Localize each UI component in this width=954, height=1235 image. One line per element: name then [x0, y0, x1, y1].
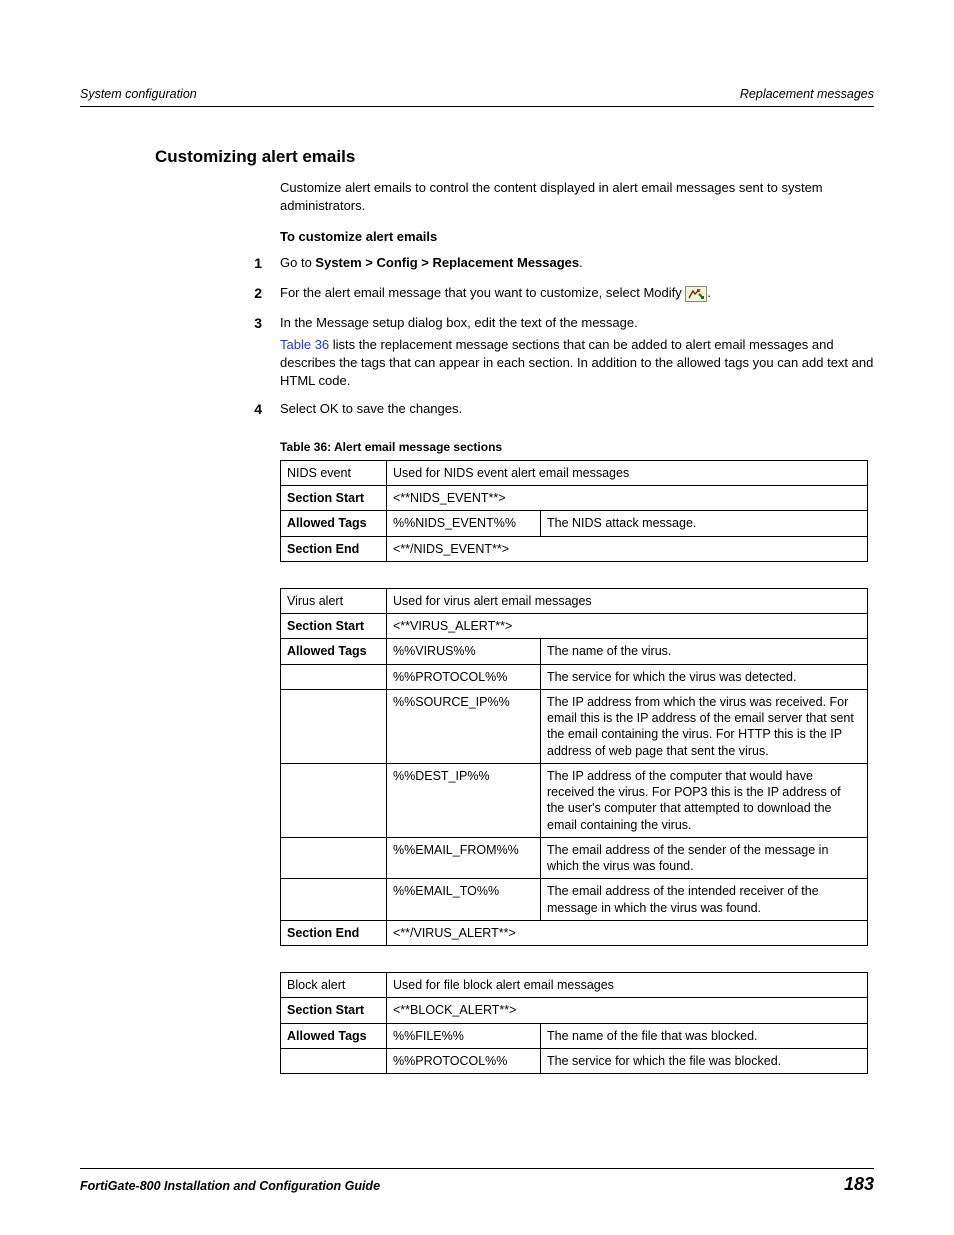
tag-name: %%NIDS_EVENT%%	[387, 511, 541, 536]
table-desc: Used for file block alert email messages	[387, 973, 868, 998]
header-left: System configuration	[80, 87, 197, 101]
tag-desc: The service for which the file was block…	[541, 1048, 868, 1073]
nids-event-table: NIDS event Used for NIDS event alert ema…	[280, 460, 868, 562]
table-caption: Table 36: Alert email message sections	[280, 440, 874, 454]
procedure-heading: To customize alert emails	[280, 229, 874, 244]
table-desc: Used for NIDS event alert email messages	[387, 460, 868, 485]
step-number: 2	[80, 284, 280, 304]
tag-name: %%SOURCE_IP%%	[387, 689, 541, 763]
tag-name: %%EMAIL_FROM%%	[387, 837, 541, 879]
tag-desc: The IP address from which the virus was …	[541, 689, 868, 763]
table-link[interactable]: Table 36	[280, 337, 329, 352]
footer-title: FortiGate-800 Installation and Configura…	[80, 1179, 380, 1193]
step-2: 2 For the alert email message that you w…	[80, 284, 874, 304]
header-right: Replacement messages	[740, 87, 874, 101]
tag-desc: The name of the virus.	[541, 639, 868, 664]
header-rule	[80, 106, 874, 107]
row-label: Allowed Tags	[281, 639, 387, 664]
section-start-value: <**VIRUS_ALERT**>	[387, 614, 868, 639]
section-heading: Customizing alert emails	[155, 147, 874, 167]
step-3: 3 In the Message setup dialog box, edit …	[80, 314, 874, 391]
breadcrumb-path: System > Config > Replacement Messages	[315, 255, 579, 270]
intro-paragraph: Customize alert emails to control the co…	[280, 179, 874, 215]
row-label: Section Start	[281, 486, 387, 511]
row-label: Section Start	[281, 614, 387, 639]
table-title: Virus alert	[281, 588, 387, 613]
step-body: Select OK to save the changes.	[280, 400, 874, 420]
block-alert-table: Block alert Used for file block alert em…	[280, 972, 868, 1074]
virus-alert-table: Virus alert Used for virus alert email m…	[280, 588, 868, 946]
table-title: NIDS event	[281, 460, 387, 485]
tag-desc: The name of the file that was blocked.	[541, 1023, 868, 1048]
footer-rule	[80, 1168, 874, 1169]
tag-desc: The NIDS attack message.	[541, 511, 868, 536]
tag-desc: The email address of the sender of the m…	[541, 837, 868, 879]
tag-name: %%EMAIL_TO%%	[387, 879, 541, 921]
tag-desc: The email address of the intended receiv…	[541, 879, 868, 921]
tag-name: %%VIRUS%%	[387, 639, 541, 664]
page-header: System configuration Replacement message…	[80, 87, 874, 101]
tag-name: %%PROTOCOL%%	[387, 664, 541, 689]
row-label: Allowed Tags	[281, 511, 387, 536]
table-desc: Used for virus alert email messages	[387, 588, 868, 613]
tag-desc: The IP address of the computer that woul…	[541, 763, 868, 837]
step-number: 3	[80, 314, 280, 391]
step-body: For the alert email message that you wan…	[280, 284, 874, 304]
step-number: 4	[80, 400, 280, 420]
page-number: 183	[844, 1174, 874, 1195]
section-start-value: <**BLOCK_ALERT**>	[387, 998, 868, 1023]
row-label: Section Start	[281, 998, 387, 1023]
tag-name: %%PROTOCOL%%	[387, 1048, 541, 1073]
section-end-value: <**/VIRUS_ALERT**>	[387, 920, 868, 945]
tag-name: %%FILE%%	[387, 1023, 541, 1048]
tag-name: %%DEST_IP%%	[387, 763, 541, 837]
step-number: 1	[80, 254, 280, 274]
step-body: Go to System > Config > Replacement Mess…	[280, 254, 874, 274]
step-body: In the Message setup dialog box, edit th…	[280, 314, 874, 391]
row-label: Section End	[281, 536, 387, 561]
step-4: 4 Select OK to save the changes.	[80, 400, 874, 420]
page-footer: FortiGate-800 Installation and Configura…	[80, 1168, 874, 1195]
section-start-value: <**NIDS_EVENT**>	[387, 486, 868, 511]
section-end-value: <**/NIDS_EVENT**>	[387, 536, 868, 561]
row-label: Section End	[281, 920, 387, 945]
modify-icon	[685, 286, 707, 302]
table-title: Block alert	[281, 973, 387, 998]
row-label: Allowed Tags	[281, 1023, 387, 1048]
tag-desc: The service for which the virus was dete…	[541, 664, 868, 689]
step-1: 1 Go to System > Config > Replacement Me…	[80, 254, 874, 274]
